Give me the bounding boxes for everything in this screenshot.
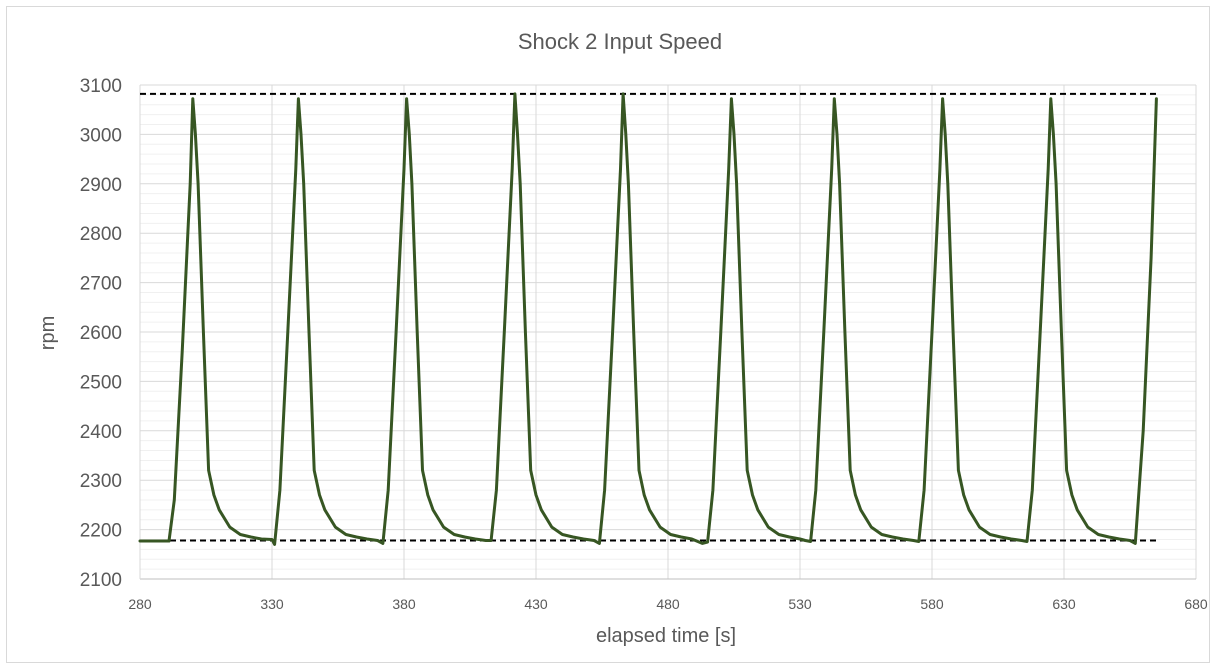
x-tick-label: 530 <box>788 596 812 612</box>
chart-title: Shock 2 Input Speed <box>518 29 722 54</box>
y-tick-label: 3000 <box>80 125 122 146</box>
y-tick-label: 2700 <box>80 274 122 295</box>
x-tick-label: 580 <box>920 596 944 612</box>
y-tick-label: 2900 <box>80 175 122 196</box>
x-tick-label: 280 <box>128 596 152 612</box>
x-tick-label: 480 <box>656 596 680 612</box>
y-tick-label: 2500 <box>80 372 122 393</box>
major-gridlines <box>140 84 1197 579</box>
y-tick-label: 2100 <box>80 570 122 591</box>
x-tick-label: 430 <box>524 596 548 612</box>
x-tick-label: 680 <box>1184 596 1208 612</box>
y-tick-label: 2300 <box>80 471 122 492</box>
x-tick-labels: 280 330 380 430 480 530 580 630 680 <box>128 596 1208 612</box>
y-axis-title: rpm <box>37 316 59 350</box>
axes <box>139 85 1196 580</box>
x-axis-title: elapsed time [s] <box>596 625 736 647</box>
x-tick-label: 630 <box>1052 596 1076 612</box>
data-series <box>138 92 1158 546</box>
y-tick-labels: 2100 2200 2300 2400 2500 2600 2700 2800 2900 3000… <box>80 76 122 591</box>
series-line <box>138 92 1158 546</box>
chart-frame <box>6 6 1210 663</box>
y-tick-label: 2400 <box>80 422 122 443</box>
x-tick-label: 380 <box>392 596 416 612</box>
y-tick-label: 3100 <box>80 76 122 97</box>
y-tick-label: 2600 <box>80 323 122 344</box>
reference-lines <box>140 92 1157 542</box>
y-tick-label: 2800 <box>80 224 122 245</box>
x-tick-label: 330 <box>260 596 284 612</box>
y-tick-label: 2200 <box>80 521 122 542</box>
